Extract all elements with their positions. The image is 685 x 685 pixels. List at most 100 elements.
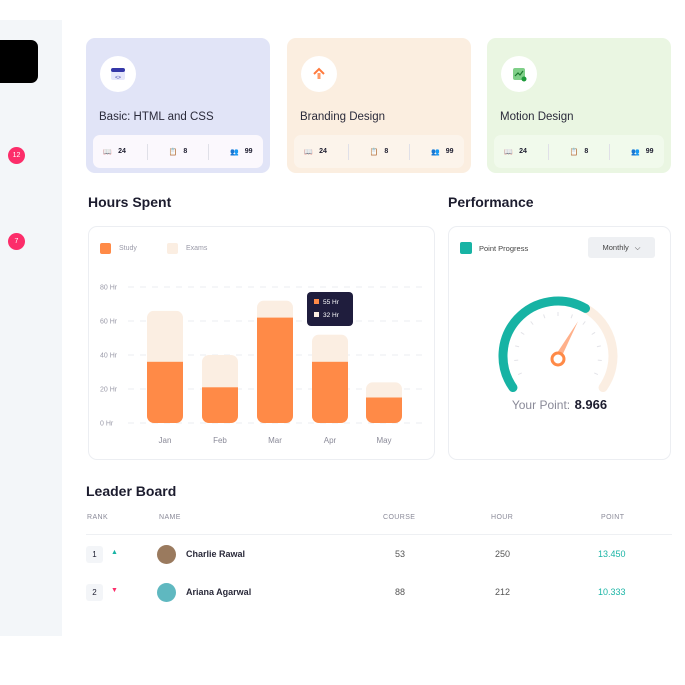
course-count: 53: [395, 549, 406, 559]
y-tick-label: 80 Hr: [100, 285, 118, 292]
gauge-tick: [596, 345, 601, 348]
code-window-icon: <>: [100, 56, 136, 92]
clipboard-icon: 📋: [369, 148, 379, 156]
course-card[interactable]: <> Basic: HTML and CSS 📖 24 📋 8 👥 99: [86, 38, 270, 173]
point-value: 13.450: [598, 549, 626, 559]
lessons-count: 24: [118, 148, 126, 155]
students-count: 99: [645, 148, 654, 155]
bar-study[interactable]: [312, 361, 348, 423]
x-tick-label: Feb: [213, 436, 227, 445]
book-icon: 📖: [504, 148, 514, 156]
course-title: Motion Design: [500, 111, 574, 123]
notification-badge: 12: [8, 147, 25, 164]
users-icon: 👥: [431, 148, 440, 156]
gauge-tick: [582, 321, 586, 325]
chart-tooltip: 55 Hr 32 Hr: [307, 292, 353, 326]
trend-down-icon: ▼: [111, 587, 118, 594]
col-point: POINT: [601, 514, 625, 521]
course-title: Branding Design: [300, 111, 386, 123]
avatar: [157, 545, 176, 564]
book-icon: 📖: [304, 148, 314, 156]
notification-badge: 7: [8, 233, 25, 250]
rank: 1: [86, 546, 103, 563]
points-gauge: [498, 296, 618, 393]
col-course: COURSE: [383, 514, 416, 521]
gauge-tick: [515, 345, 520, 348]
avatar: [157, 583, 176, 602]
legend-swatch-exams: [167, 243, 178, 254]
leaderboard-title: Leader Board: [86, 483, 177, 499]
hour-count: 250: [495, 549, 511, 559]
performance-title: Performance: [448, 194, 534, 210]
clipboard-icon: 📋: [569, 148, 579, 156]
gauge-tick: [517, 372, 522, 376]
gauge-tick: [530, 321, 534, 325]
tooltip-exams: 32 Hr: [323, 312, 339, 319]
col-rank: RANK: [87, 514, 109, 521]
gauge-pivot: [550, 351, 566, 367]
player-name: Ariana Agarwal: [186, 587, 252, 597]
legend-swatch-points: [460, 242, 472, 254]
x-tick-label: May: [376, 436, 391, 445]
y-tick-label: 20 Hr: [100, 387, 118, 394]
course-card[interactable]: Branding Design 📖 24 📋 8 👥 99: [287, 38, 471, 173]
sidebar: [0, 20, 62, 636]
hour-count: 212: [495, 587, 511, 597]
branding-arrow-icon: [301, 56, 337, 92]
divider: [86, 534, 672, 535]
clipboard-icon: 📋: [168, 148, 178, 156]
students-count: 99: [445, 148, 454, 155]
your-point: Your Point: 8.966: [448, 396, 671, 414]
bar-study[interactable]: [257, 317, 293, 423]
gauge-tick: [591, 331, 596, 335]
users-icon: 👥: [631, 148, 640, 156]
assignments-count: 8: [384, 148, 389, 155]
tooltip-study: 55 Hr: [323, 299, 339, 306]
point-value: 10.333: [598, 587, 626, 597]
legend-swatch-study: [100, 243, 111, 254]
legend-exams: Exams: [186, 245, 208, 252]
performance-panel: [448, 226, 671, 460]
period-value: Monthly: [602, 243, 629, 252]
course-stats: 📖 24 📋 8 👥 99: [294, 135, 464, 168]
students-count: 99: [244, 148, 253, 155]
book-icon: 📖: [103, 148, 113, 156]
legend-study: Study: [119, 245, 137, 252]
chart-trend-icon: [501, 56, 537, 92]
gauge-tick: [543, 314, 546, 319]
bar-study[interactable]: [202, 387, 238, 423]
x-tick-label: Apr: [324, 436, 337, 445]
gauge-progress: [498, 296, 590, 393]
x-tick-label: Jan: [159, 436, 172, 445]
course-count: 88: [395, 587, 406, 597]
trend-up-icon: ▲: [111, 549, 118, 556]
y-tick-label: 40 Hr: [100, 353, 118, 360]
gauge-track: [581, 303, 618, 393]
users-icon: 👥: [230, 148, 239, 156]
x-tick-label: Mar: [268, 436, 282, 445]
y-tick-label: 0 Hr: [100, 421, 114, 428]
legend-point-progress: Point Progress: [479, 244, 529, 253]
period-dropdown[interactable]: Monthly ⌵: [588, 237, 655, 258]
course-stats: 📖 24 📋 8 👥 99: [93, 135, 263, 168]
y-tick-label: 60 Hr: [100, 319, 118, 326]
chevron-down-icon: ⌵: [634, 242, 641, 252]
course-stats: 📖 24 📋 8 👥 99: [494, 135, 664, 168]
bar-study[interactable]: [366, 397, 402, 424]
gauge-needle: [555, 321, 578, 358]
your-point-label: Your Point:: [511, 398, 571, 412]
lessons-count: 24: [519, 148, 527, 155]
player-name: Charlie Rawal: [186, 549, 246, 559]
assignments-count: 8: [183, 148, 188, 155]
gauge-tick: [520, 331, 525, 335]
gauge-tick: [570, 314, 573, 319]
sidebar-active-item[interactable]: [0, 40, 38, 83]
hours-spent-title: Hours Spent: [88, 194, 172, 210]
bar-study[interactable]: [147, 361, 183, 423]
rank: 2: [86, 584, 103, 601]
lessons-count: 24: [319, 148, 327, 155]
gauge-tick: [594, 372, 599, 376]
your-point-value: 8.966: [574, 397, 608, 412]
course-card[interactable]: Motion Design 📖 24 📋 8 👥 99: [487, 38, 671, 173]
